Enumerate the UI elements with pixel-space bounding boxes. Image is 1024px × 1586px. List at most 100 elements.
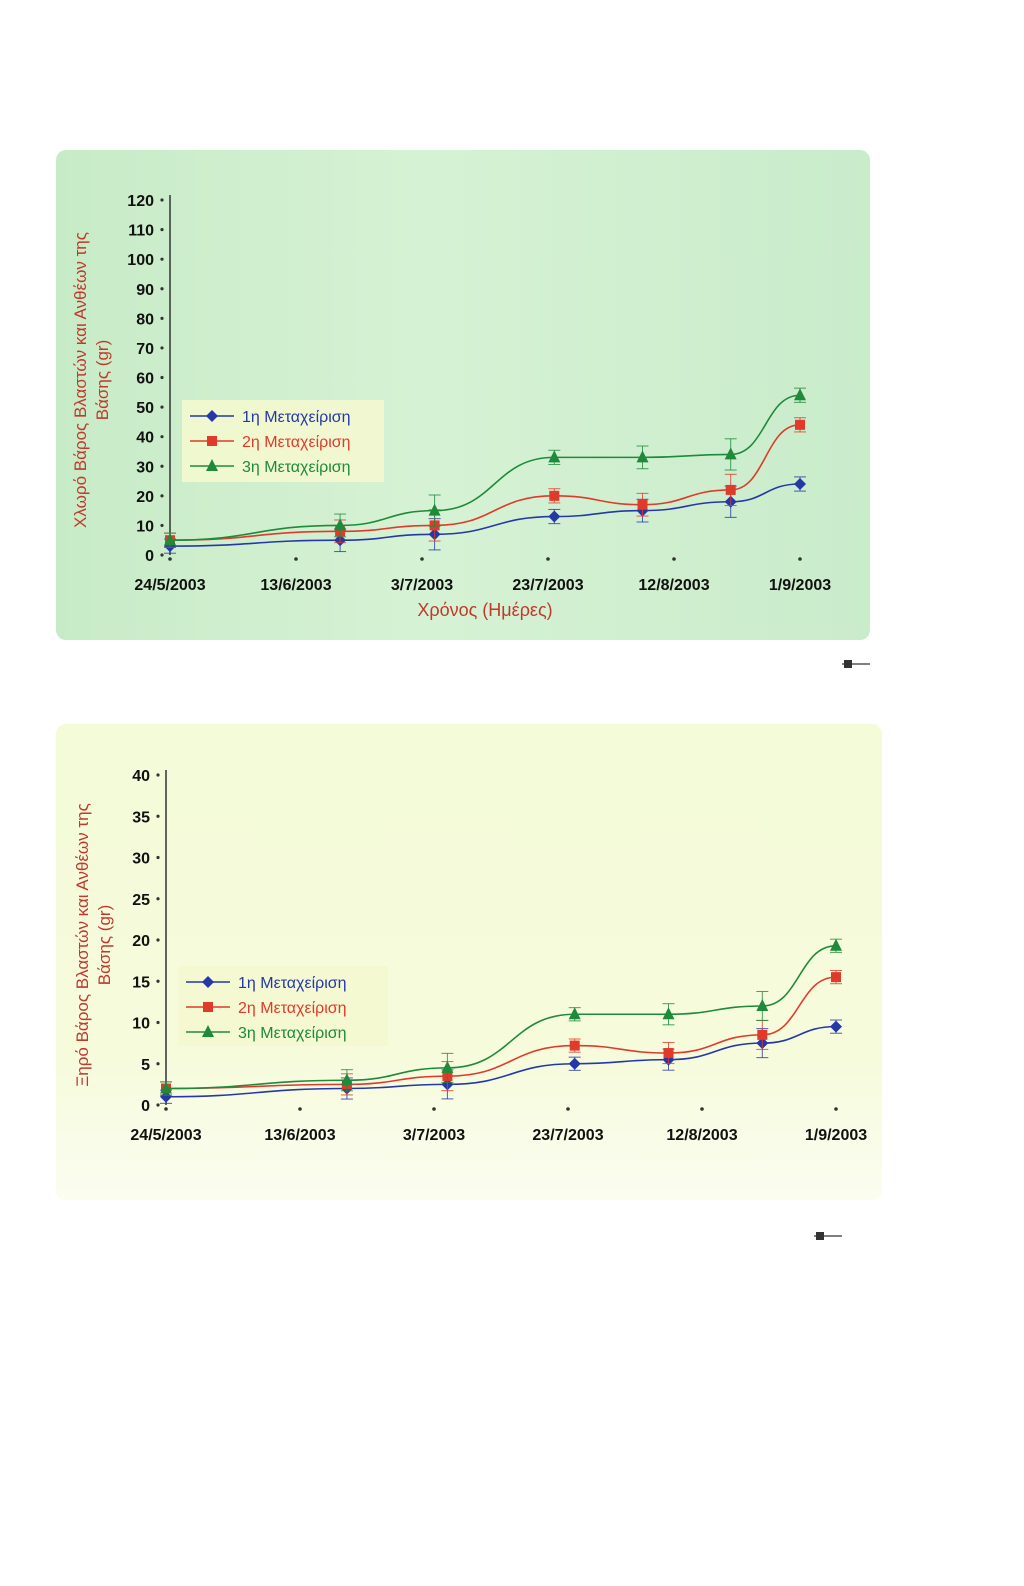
data-point (795, 419, 805, 430)
y-tick-mark (160, 464, 164, 468)
y-tick-mark (156, 938, 160, 942)
decor-mark (816, 1232, 824, 1240)
data-point (830, 1020, 842, 1033)
data-point (757, 1029, 768, 1040)
legend-marker (206, 459, 218, 471)
y-tick-label: 80 (136, 311, 154, 328)
y-tick-mark (160, 287, 164, 291)
x-tick-label: 1/9/2003 (769, 577, 831, 594)
data-point (568, 1057, 581, 1070)
y-tick-label: 10 (136, 518, 154, 535)
y-axis-label-line: Βάσης (gr) (95, 905, 114, 985)
y-tick-label: 110 (128, 223, 154, 240)
y-tick-mark (156, 1103, 160, 1107)
x-tick-label: 24/5/2003 (134, 577, 205, 594)
y-tick-label: 25 (132, 892, 150, 909)
y-axis-label: Χλωρό Βάρος Βλαστών και Ανθέων της Βάσης … (71, 232, 112, 528)
chart-dry-weight: 0 5 10 15 20 25 30 35 40 24/5/2003 13/6/2003 3/7/20… (73, 768, 867, 1144)
y-tick-label: 70 (136, 341, 154, 358)
y-tick-label: 20 (136, 489, 154, 506)
x-tick-label: 13/6/2003 (264, 1127, 335, 1144)
y-tick-mark (160, 257, 164, 261)
data-point (831, 972, 841, 983)
x-tick-mark (672, 557, 676, 561)
data-point (830, 938, 842, 951)
legend-entry: 2η Μεταχείριση (238, 1000, 347, 1017)
data-point (794, 388, 806, 401)
data-point (662, 1007, 675, 1020)
y-tick-label: 60 (136, 371, 154, 388)
data-point (334, 518, 347, 531)
chart-panel-fresh-weight (56, 150, 870, 640)
x-tick-label: 12/8/2003 (638, 577, 709, 594)
y-tick-label: 120 (127, 193, 154, 210)
data-point (569, 1040, 580, 1051)
y-tick-mark (156, 979, 160, 983)
y-tick-mark (160, 553, 164, 557)
y-tick-mark (156, 1062, 160, 1066)
data-point (548, 450, 561, 463)
y-tick-mark (160, 227, 164, 232)
legend-marker (206, 410, 218, 422)
y-tick-mark (156, 814, 160, 818)
x-tick-label: 3/7/2003 (391, 577, 453, 594)
y-tick-label: 20 (132, 933, 150, 950)
y-axis-label-line: Βάσης (gr) (93, 340, 112, 420)
x-tick-mark (168, 557, 172, 561)
x-tick-mark (298, 1107, 302, 1111)
y-tick-label: 10 (132, 1016, 150, 1033)
x-tick-label: 3/7/2003 (403, 1127, 465, 1144)
y-tick-label: 0 (141, 1098, 150, 1115)
y-axis-label: Ξηρό Βάρος Βλαστών και Ανθέων της Βάσης (… (73, 803, 114, 1087)
x-tick-mark (700, 1107, 704, 1111)
y-tick-label: 50 (136, 400, 154, 417)
y-tick-label: 5 (141, 1057, 150, 1074)
chart-fresh-weight: 0 10 20 30 40 50 60 70 80 90 100 110 120 24/5/2003 13/… (71, 193, 831, 620)
data-point (636, 450, 649, 463)
y-tick-mark (160, 494, 164, 498)
legend-entry: 3η Μεταχείριση (238, 1025, 347, 1042)
y-tick-label: 40 (136, 430, 154, 447)
y-tick-mark (160, 523, 164, 528)
y-tick-mark (160, 316, 164, 320)
data-point (428, 503, 441, 516)
data-point (663, 1048, 674, 1059)
data-point (340, 1073, 353, 1086)
y-tick-mark (156, 1020, 160, 1025)
data-point (549, 490, 560, 501)
y-axis-label-line: Ξηρό Βάρος Βλαστών και Ανθέων της (73, 803, 92, 1087)
chart-panel-dry-weight (56, 724, 882, 1200)
x-tick-label: 24/5/2003 (130, 1127, 201, 1144)
y-tick-label: 30 (136, 459, 154, 476)
x-tick-label: 23/7/2003 (532, 1127, 603, 1144)
x-tick-label: 13/6/2003 (260, 577, 331, 594)
y-tick-mark (160, 198, 164, 202)
legend-marker (202, 1025, 214, 1037)
data-point (160, 1081, 172, 1094)
series-line-1 (165, 1025, 837, 1098)
data-point (441, 1060, 454, 1073)
y-tick-label: 40 (132, 768, 150, 785)
data-point (548, 510, 561, 523)
x-tick-mark (164, 1107, 168, 1111)
x-tick-mark (834, 1107, 838, 1111)
y-tick-label: 100 (127, 252, 154, 269)
decor-mark (844, 660, 852, 668)
data-point (160, 1090, 172, 1103)
legend-entry: 1η Μεταχείριση (242, 409, 351, 426)
data-point (568, 1007, 581, 1020)
x-tick-mark (432, 1107, 436, 1111)
y-tick-mark (156, 855, 160, 860)
x-tick-label: 23/7/2003 (512, 577, 583, 594)
legend-marker (207, 436, 217, 446)
data-point (724, 447, 737, 460)
data-point (756, 999, 769, 1011)
y-tick-label: 90 (136, 282, 154, 299)
legend-entry: 3η Μεταχείριση (242, 459, 351, 476)
data-point (637, 499, 648, 510)
y-tick-mark (160, 405, 164, 409)
x-tick-mark (798, 557, 802, 561)
y-tick-mark (156, 773, 160, 777)
y-tick-mark (160, 435, 164, 439)
